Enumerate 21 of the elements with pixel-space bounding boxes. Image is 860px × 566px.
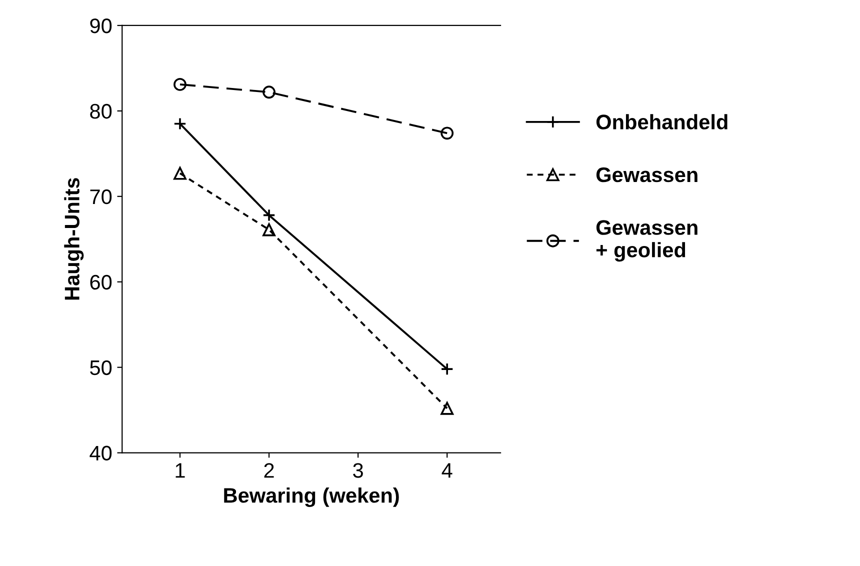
y-tick-label: 70 (90, 189, 112, 204)
legend-label: Onbehandeld (596, 114, 728, 130)
point (262, 86, 276, 99)
y-tick-label: 80 (90, 104, 112, 119)
y-tick-label: 50 (90, 360, 112, 376)
legend-label: Gewassen + geolied (596, 220, 698, 262)
point (174, 166, 186, 180)
x-tick-label: 4 (442, 463, 452, 478)
legend-label: Gewassen (596, 167, 698, 182)
point (262, 223, 276, 236)
point (440, 402, 454, 415)
x-tick-label: 2 (264, 463, 274, 478)
point (174, 78, 186, 91)
x-axis-title: Bewaring (weken) (224, 488, 399, 508)
y-tick-label: 90 (90, 18, 112, 34)
y-tick-label: 40 (90, 446, 112, 461)
point (440, 126, 454, 140)
x-tick-label: 3 (353, 463, 363, 478)
y-tick-label: 60 (90, 274, 112, 290)
x-tick-label: 1 (176, 463, 185, 478)
y-axis-title: Haugh-Units (64, 178, 84, 300)
